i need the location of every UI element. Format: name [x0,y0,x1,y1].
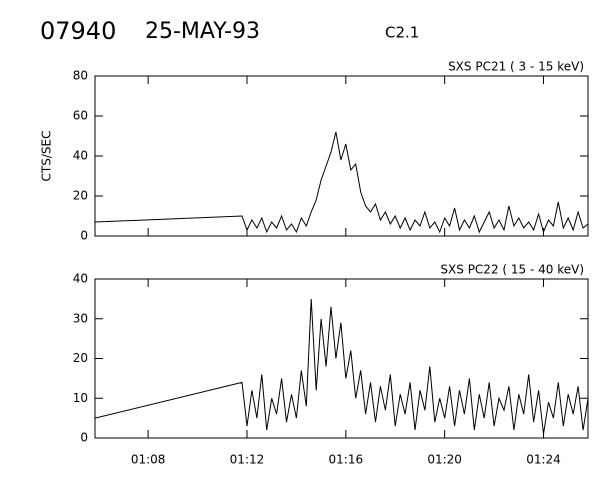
x-tick-label: 01:24 [526,453,561,467]
y-tick-label: 10 [73,391,88,405]
panel-title: SXS PC22 ( 15 - 40 keV) [440,263,584,277]
y-tick-label: 30 [73,311,88,325]
data-line [94,131,589,234]
y-tick-label: 40 [73,272,88,286]
plot-frame [94,278,589,439]
y-tick-label: 20 [73,351,88,365]
y-tick-label: 0 [80,431,88,445]
y-tick-label: 0 [80,229,88,243]
y-tick-label: 20 [73,189,88,203]
data-line [94,298,589,435]
x-tick-label: 01:12 [230,453,265,467]
x-tick-label: 01:20 [427,453,462,467]
y-tick-label: 40 [73,149,88,163]
header-class: C2.1 [385,24,419,42]
x-tick-label: 01:16 [329,453,364,467]
x-tick-label: 01:08 [131,453,166,467]
y-axis-label: CTS/SEC [40,131,54,182]
plot-frame [94,75,589,237]
y-tick-label: 80 [73,69,88,83]
y-tick-label: 60 [73,109,88,123]
header-date: 25-MAY-93 [145,19,260,44]
panel-title: SXS PC21 ( 3 - 15 keV) [448,60,584,74]
header-id: 07940 [40,17,116,45]
